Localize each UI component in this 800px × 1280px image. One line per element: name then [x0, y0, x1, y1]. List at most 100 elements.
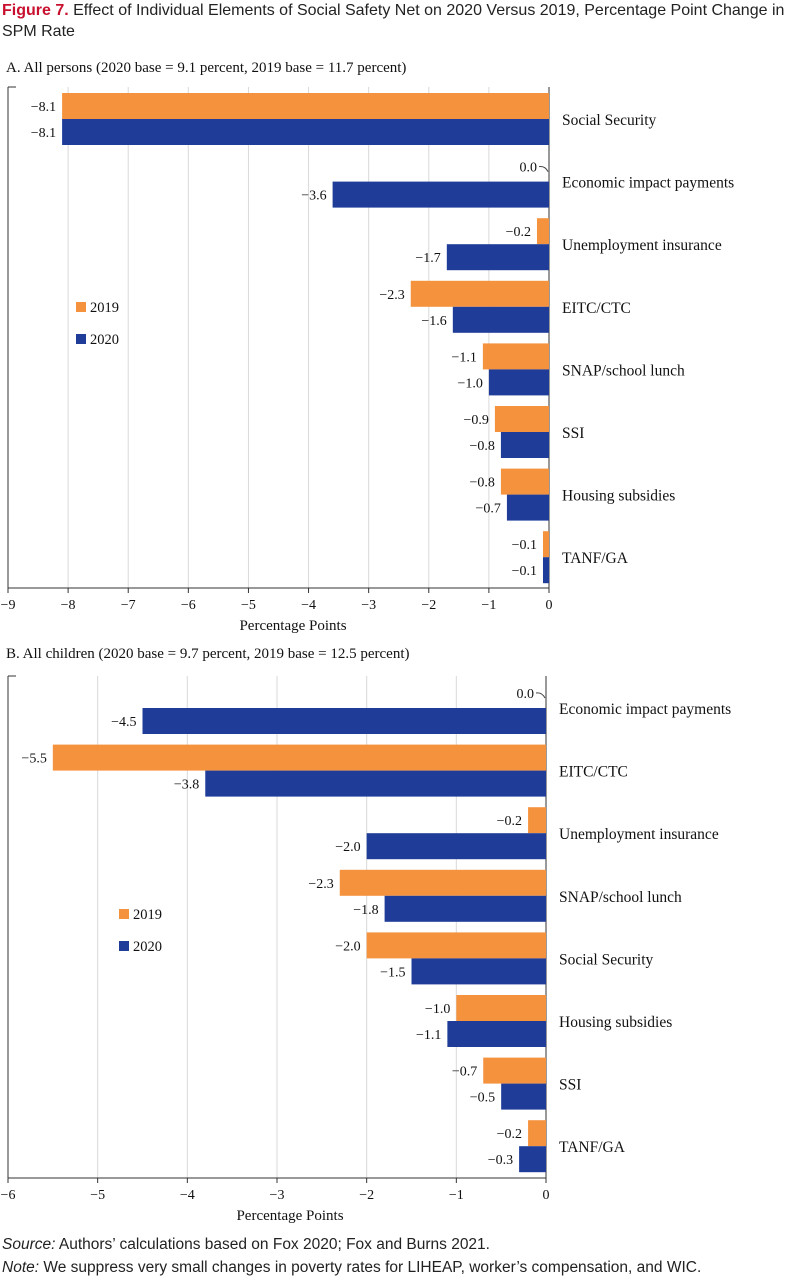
- data-label: 0.0: [517, 687, 535, 702]
- bar-2019: [542, 531, 549, 558]
- x-tick-label: −5: [241, 598, 256, 613]
- category-label: Unemployment insurance: [562, 237, 722, 254]
- figure-label: Figure 7.: [2, 2, 69, 19]
- data-label: −0.2: [497, 814, 522, 829]
- footnote: Note: We suppress very small changes in …: [2, 1259, 701, 1277]
- legend-swatch-2019: [119, 909, 129, 919]
- bar-2019: [500, 468, 549, 495]
- data-label: −4.5: [111, 715, 136, 730]
- legend-label: 2019: [90, 300, 119, 316]
- bar-2019: [62, 93, 549, 119]
- category-label: Economic impact payments: [562, 175, 734, 192]
- data-label: −0.7: [452, 1065, 477, 1080]
- bar-2020: [519, 1146, 546, 1173]
- note-label: Note:: [2, 1259, 40, 1276]
- x-tick-label: −1: [481, 598, 496, 613]
- x-tick-label: −2: [421, 598, 436, 613]
- data-label: −3.8: [174, 778, 199, 793]
- data-label: −0.8: [470, 439, 495, 454]
- data-label: −0.8: [470, 476, 495, 491]
- data-label: −3.6: [301, 189, 326, 204]
- bar-2019: [528, 1120, 546, 1147]
- bar-2020: [332, 181, 549, 208]
- data-label: −1.6: [421, 314, 446, 329]
- x-tick-label: −3: [361, 598, 376, 613]
- bar-2019: [52, 744, 546, 771]
- bar-2020: [411, 958, 546, 985]
- legend-label: 2020: [133, 939, 162, 955]
- category-label: TANF/GA: [559, 1139, 626, 1156]
- bar-2020: [142, 708, 546, 734]
- legend-label: 2019: [133, 907, 162, 923]
- category-label: Social Security: [559, 951, 654, 968]
- data-label: −0.2: [506, 225, 531, 240]
- data-label: −1.8: [353, 903, 378, 918]
- category-label: Economic impact payments: [559, 701, 731, 718]
- data-label: −0.9: [463, 413, 488, 428]
- legend-swatch-2019: [76, 302, 86, 312]
- data-label: −0.3: [488, 1153, 513, 1168]
- bar-2020: [366, 833, 546, 860]
- x-tick-label: −9: [1, 598, 16, 613]
- bar-2019: [339, 869, 546, 896]
- figure-title: Figure 7. Effect of Individual Elements …: [2, 0, 798, 42]
- category-label: Unemployment insurance: [559, 826, 719, 843]
- bar-2020: [447, 1021, 546, 1047]
- data-label: −1.0: [425, 1002, 450, 1017]
- category-label: EITC/CTC: [559, 764, 628, 781]
- x-tick-label: −3: [270, 1188, 285, 1203]
- bar-2019: [456, 995, 546, 1021]
- source-text: Authors’ calculations based on Fox 2020;…: [55, 1236, 490, 1253]
- data-label: −8.1: [31, 126, 56, 141]
- category-label: SNAP/school lunch: [562, 362, 685, 379]
- x-tick-label: −2: [359, 1188, 374, 1203]
- bar-2019: [482, 343, 549, 370]
- bar-2019: [528, 807, 546, 834]
- x-tick-label: 0: [546, 598, 553, 613]
- bar-2020: [452, 306, 549, 333]
- category-label: Housing subsidies: [559, 1014, 672, 1031]
- bar-2019: [366, 932, 546, 959]
- bar-2020: [488, 369, 549, 396]
- data-label: −5.5: [21, 752, 46, 767]
- x-axis-label: Percentage Points: [239, 618, 346, 634]
- chart-panel-a: −9 −8 −7 −6 −5 −4 −3 −2 −1 0 Percentage Points −8.1…: [1, 86, 734, 634]
- data-label: −0.1: [512, 538, 537, 553]
- x-tick-label: −1: [449, 1188, 464, 1203]
- category-label: EITC/CTC: [562, 300, 631, 317]
- source-note: Source: Authors’ calculations based on F…: [2, 1236, 490, 1254]
- data-label: −0.1: [512, 564, 537, 579]
- x-tick-label: 0: [543, 1188, 550, 1203]
- x-axis-label: Percentage Points: [236, 1208, 343, 1224]
- source-label: Source:: [2, 1236, 56, 1253]
- bar-2020: [62, 119, 549, 145]
- x-tick-label: −5: [90, 1188, 105, 1203]
- bar-2020: [506, 494, 549, 521]
- chart-panel-b: −6 −5 −4 −3 −2 −1 0 Percentage Points 0.0 −4.5 Eco…: [1, 675, 731, 1224]
- category-label: Housing subsidies: [562, 488, 675, 505]
- data-label: −1.0: [457, 376, 482, 391]
- panel-a-title: A. All persons (2020 base = 9.1 percent,…: [6, 60, 407, 76]
- data-label: −1.1: [451, 350, 476, 365]
- x-tick-label: −4: [301, 598, 316, 613]
- legend-swatch-2020: [119, 941, 129, 951]
- data-label: −1.1: [416, 1028, 441, 1043]
- bar-2020: [501, 1083, 546, 1110]
- bar-2020: [205, 770, 546, 797]
- data-label: −2.0: [335, 939, 360, 954]
- category-label: SSI: [559, 1077, 581, 1094]
- data-label: 0.0: [520, 161, 538, 176]
- bar-2019: [410, 280, 549, 307]
- data-label: −0.5: [470, 1091, 495, 1106]
- data-label: −2.0: [335, 840, 360, 855]
- note-text: We suppress very small changes in povert…: [39, 1259, 702, 1276]
- category-label: Social Security: [562, 112, 657, 129]
- bar-2020: [500, 432, 549, 458]
- legend-swatch-2020: [76, 334, 86, 344]
- bar-2019: [536, 218, 549, 245]
- x-tick-label: −6: [181, 598, 196, 613]
- category-label: SSI: [562, 425, 584, 442]
- data-label: −2.3: [379, 288, 404, 303]
- x-tick-label: −8: [61, 598, 76, 613]
- bar-2020: [384, 895, 546, 922]
